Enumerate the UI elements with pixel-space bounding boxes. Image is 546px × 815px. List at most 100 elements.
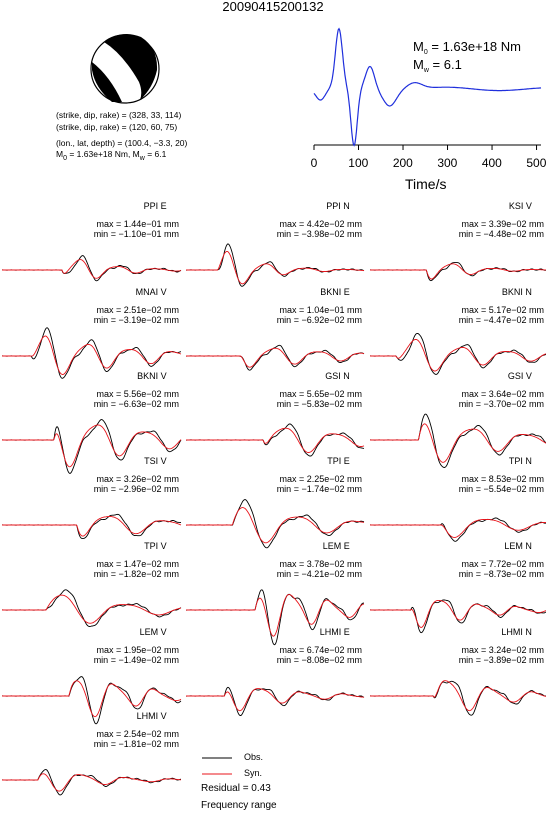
observed-trace xyxy=(186,243,365,287)
synthetic-trace xyxy=(186,347,364,368)
station-name: LEM N xyxy=(504,541,532,551)
station-name: TSI V xyxy=(144,456,167,466)
station-name: LHMI N xyxy=(501,627,532,637)
trace-max-label: max = 1.44e−01 mm xyxy=(96,219,179,229)
fault-solution-1: (strike, dip, rake) = (328, 33, 114) xyxy=(56,110,182,120)
legend-syn-label: Syn. xyxy=(244,768,263,778)
synthetic-trace xyxy=(2,335,182,375)
stf-tick-label: 500 xyxy=(526,156,546,170)
residual-label: Residual = 0.43 xyxy=(201,783,271,794)
trace-max-label: max = 5.65e−02 mm xyxy=(279,389,362,399)
trace-min-label: min = −5.83e−02 mm xyxy=(276,399,362,409)
trace-min-label: min = −1.74e−02 mm xyxy=(276,484,362,494)
mw-label: Mw = 6.1 xyxy=(413,57,462,74)
station-name: LHMI V xyxy=(136,711,167,721)
synthetic-trace xyxy=(186,427,365,453)
station-name: BKNI N xyxy=(501,287,532,297)
trace-min-label: min = −3.70e−02 mm xyxy=(458,399,544,409)
station-name: KSI V xyxy=(508,201,532,211)
station-name: TPI V xyxy=(144,541,167,551)
trace-min-label: min = −1.81e−02 mm xyxy=(93,739,179,749)
synthetic-trace xyxy=(2,424,182,468)
source-time-function-plot xyxy=(313,27,542,150)
observed-trace xyxy=(2,255,182,282)
trace-max-label: max = 1.04e−01 mm xyxy=(279,305,362,315)
station-name: GSI N xyxy=(325,371,350,381)
trace-min-label: min = −1.82e−02 mm xyxy=(93,569,179,579)
trace-max-label: max = 3.78e−02 mm xyxy=(279,559,362,569)
trace-min-label: min = −1.10e−01 mm xyxy=(93,229,179,239)
trace-min-label: min = −6.92e−02 mm xyxy=(276,315,362,325)
trace-min-label: min = −8.73e−02 mm xyxy=(458,569,544,579)
synthetic-trace xyxy=(186,250,365,285)
trace-max-label: max = 5.56e−02 mm xyxy=(96,389,179,399)
station-name: TPI N xyxy=(508,456,532,466)
trace-min-label: min = −6.63e−02 mm xyxy=(93,399,179,409)
station-name: LHMI E xyxy=(319,627,350,637)
trace-min-label: min = −1.49e−02 mm xyxy=(93,655,179,665)
stf-tick-label: 200 xyxy=(392,156,413,170)
station-name: PPI N xyxy=(326,201,350,211)
synthetic-trace xyxy=(186,594,365,637)
trace-min-label: min = −3.19e−02 mm xyxy=(93,315,179,325)
station-name: BKNI E xyxy=(320,287,350,297)
observed-trace xyxy=(370,332,546,375)
station-name: PPI E xyxy=(143,201,167,211)
trace-max-label: max = 7.72e−02 mm xyxy=(461,559,544,569)
trace-max-label: max = 3.64e−02 mm xyxy=(461,389,544,399)
location-line: (lon., lat, depth) = (100.4, −3.3, 20) xyxy=(56,138,188,148)
m0-label: M0 = 1.63e+18 Nm xyxy=(413,39,521,56)
observed-trace xyxy=(186,686,365,716)
trace-min-label: min = −4.47e−02 mm xyxy=(458,315,544,325)
station-name: LEM E xyxy=(322,541,350,551)
trace-max-label: max = 2.25e−02 mm xyxy=(279,474,362,484)
stf-tick-label: 300 xyxy=(437,156,458,170)
synthetic-trace xyxy=(186,507,365,544)
observed-trace xyxy=(186,344,365,371)
synthetic-trace xyxy=(2,516,182,537)
moment-line: M0 = 1.63e+18 Nm, Mw = 6.1 xyxy=(56,149,167,162)
trace-max-label: max = 1.95e−02 mm xyxy=(96,645,179,655)
trace-max-label: max = 5.17e−02 mm xyxy=(461,305,544,315)
synthetic-trace xyxy=(2,773,181,792)
legend-obs-label: Obs. xyxy=(244,752,264,762)
event-id-title: 20090415200132 xyxy=(222,0,324,14)
station-name: LEM V xyxy=(139,627,167,637)
beachball-diagram xyxy=(90,33,160,104)
trace-max-label: max = 8.53e−02 mm xyxy=(461,474,544,484)
trace-min-label: min = −2.96e−02 mm xyxy=(93,484,179,494)
trace-min-label: min = −4.21e−02 mm xyxy=(276,569,362,579)
observed-trace xyxy=(2,589,182,627)
stf-tick-label: 400 xyxy=(481,156,502,170)
synthetic-trace xyxy=(2,594,182,624)
time-axis-label: Time/s xyxy=(405,176,447,192)
stf-tick-label: 100 xyxy=(348,156,369,170)
synthetic-trace xyxy=(370,518,546,538)
stf-tick-label: 0 xyxy=(310,156,318,170)
synthetic-trace xyxy=(370,263,546,280)
station-name: BKNI V xyxy=(137,371,167,381)
trace-max-label: max = 6.74e−02 mm xyxy=(279,645,362,655)
trace-min-label: min = −3.89e−02 mm xyxy=(458,655,544,665)
trace-max-label: max = 3.26e−02 mm xyxy=(96,474,179,484)
trace-min-label: min = −5.54e−02 mm xyxy=(458,484,544,494)
synthetic-trace xyxy=(370,599,546,628)
observed-trace xyxy=(2,769,182,796)
trace-max-label: max = 2.51e−02 mm xyxy=(96,305,179,315)
synthetic-trace xyxy=(370,680,546,712)
synthetic-trace xyxy=(2,680,182,718)
trace-min-label: min = −8.08e−02 mm xyxy=(276,655,362,665)
trace-max-label: max = 1.47e−02 mm xyxy=(96,559,179,569)
trace-max-label: max = 3.39e−02 mm xyxy=(461,219,544,229)
station-name: GSI V xyxy=(507,371,532,381)
observed-trace xyxy=(2,327,182,379)
trace-min-label: min = −3.98e−02 mm xyxy=(276,229,362,239)
observed-trace xyxy=(370,517,546,542)
trace-min-label: min = −4.48e−02 mm xyxy=(458,229,544,239)
synthetic-trace xyxy=(186,688,365,712)
station-name: MNAI V xyxy=(135,287,167,297)
station-name: TPI E xyxy=(327,456,350,466)
fault-solution-2: (strike, dip, rake) = (120, 60, 75) xyxy=(56,122,178,132)
trace-max-label: max = 3.24e−02 mm xyxy=(461,645,544,655)
